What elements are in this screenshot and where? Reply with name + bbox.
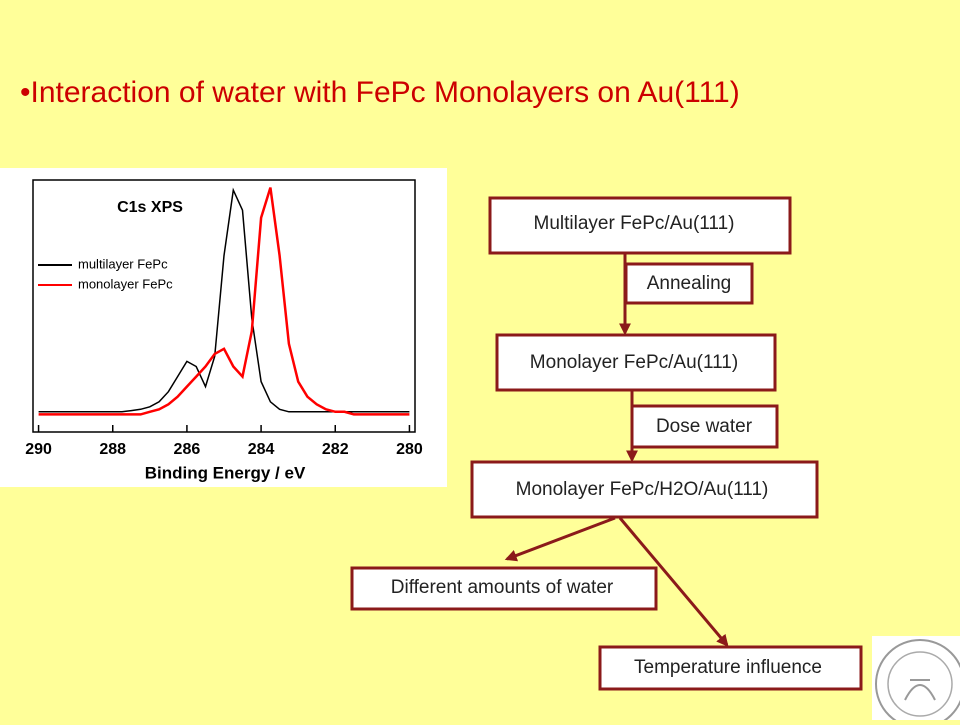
node-label: Multilayer FePc/Au(111) [534,213,735,234]
x-tick-label: 288 [99,441,126,458]
logo [872,636,960,725]
arrow [504,516,616,562]
node-label: Temperature influence [634,657,822,678]
arrow [618,517,729,647]
plot-frame [32,179,416,433]
node-label: Monolayer FePc/H2O/Au(111) [516,479,769,500]
node-box [470,460,819,519]
legend-label: monolayer FePc [78,276,173,291]
x-tick-label: 280 [396,441,423,458]
edge-box [624,262,754,305]
x-tick-label: 290 [25,441,52,458]
node-box [495,333,777,392]
node-label: Monolayer FePc/Au(111) [530,352,738,373]
edge-label: Dose water [656,416,753,437]
edge-label: Annealing [647,273,732,294]
slide-title: •Interaction of water with FePc Monolaye… [20,76,740,109]
edge-box [630,404,779,449]
x-tick-label: 286 [174,441,201,458]
node-box [350,566,658,611]
x-tick-label: 284 [248,441,275,458]
x-axis-label: Binding Energy / eV [145,463,306,482]
x-tick-label: 282 [322,441,349,458]
spectrum-line [38,187,410,416]
node-box [598,645,863,691]
legend-label: multilayer FePc [78,256,168,271]
chart-title: C1s XPS [117,199,183,216]
node-box [488,196,792,255]
chart-bg [0,168,447,487]
node-label: Different amounts of water [391,577,614,598]
